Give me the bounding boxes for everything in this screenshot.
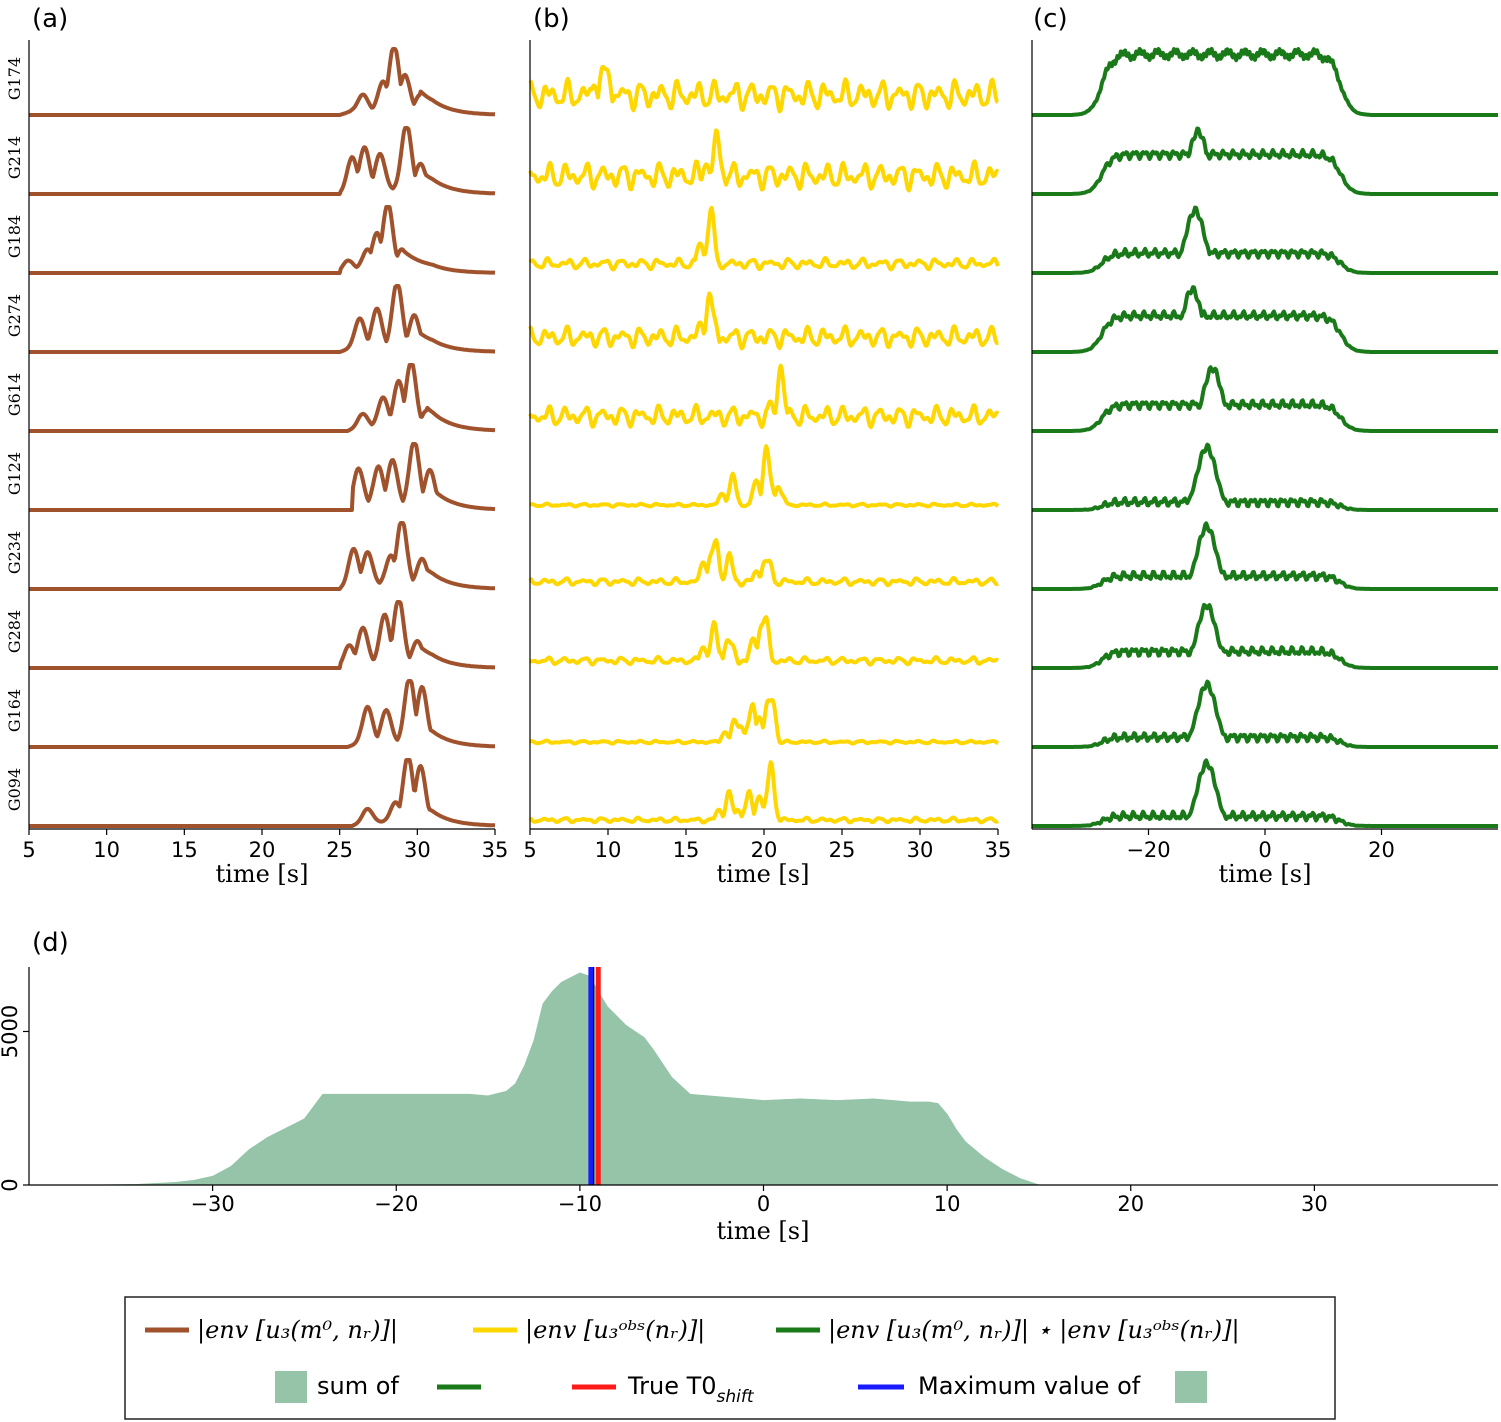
y-tick-label: 5000: [0, 1005, 22, 1058]
x-tick-label: 20: [751, 838, 778, 862]
x-tick-label: 15: [171, 838, 198, 862]
legend-fill-label: sum of: [317, 1372, 399, 1400]
legend-blue-swatch: [1175, 1371, 1207, 1403]
y-tick-label: 0: [0, 1178, 22, 1191]
trace-a-G124: [28, 442, 496, 512]
panel-label-b: (b): [533, 4, 570, 34]
station-label-G094: G094: [5, 768, 24, 811]
x-tick-label: 35: [482, 838, 509, 862]
legend-red-sub: shift: [717, 1387, 755, 1407]
x-tick-label: 15: [673, 838, 700, 862]
station-label-G234: G234: [5, 531, 24, 574]
trace-b-G214: [528, 128, 1000, 193]
panel-c-xlabel: time [s]: [1219, 860, 1312, 888]
x-tick-label: 5: [523, 838, 536, 862]
x-tick-label: −20: [374, 1192, 418, 1216]
x-tick-label: 30: [1301, 1192, 1328, 1216]
legend-frame: [124, 1296, 1336, 1420]
x-tick-label: 30: [907, 838, 934, 862]
x-tick-label: 20: [1117, 1192, 1144, 1216]
x-tick-label: −10: [558, 1192, 602, 1216]
station-label-G184: G184: [5, 215, 24, 258]
trace-c-G274: [1031, 285, 1499, 354]
sum-area: [102, 972, 1040, 1186]
station-label-G174: G174: [5, 57, 24, 100]
trace-b-G174: [528, 65, 999, 114]
trace-a-G094: [28, 758, 496, 828]
panel-d-sum-of-correlations: −30 −20 −10 0 10 20 30 0 5000: [0, 967, 1498, 1216]
trace-b-G614: [528, 363, 1000, 430]
legend-yellow-label: |env [u₃ᵒᵇˢ(nᵣ)]|: [525, 1316, 705, 1345]
panel-a-envelopes-synthetic: 5 10 15 20 25 30 35: [22, 40, 508, 862]
trace-a-G614: [28, 363, 496, 433]
trace-c-G184: [1031, 205, 1499, 275]
x-tick-label: 30: [404, 838, 431, 862]
x-tick-label: 0: [1258, 838, 1271, 862]
trace-c-G234: [1031, 521, 1499, 591]
x-tick-label: 25: [829, 838, 856, 862]
x-tick-label: 10: [93, 838, 120, 862]
station-label-G164: G164: [5, 689, 24, 732]
trace-a-G274: [28, 284, 496, 354]
panel-d-xlabel: time [s]: [717, 1217, 810, 1245]
station-label-G274: G274: [5, 294, 24, 337]
trace-a-G184: [28, 205, 496, 275]
trace-b-G284: [528, 615, 999, 667]
x-tick-label: 20: [1368, 838, 1395, 862]
panel-b-xlabel: time [s]: [717, 860, 810, 888]
trace-b-G094: [528, 760, 999, 825]
station-label-G214: G214: [5, 136, 24, 179]
trace-c-G614: [1031, 365, 1499, 433]
trace-b-G124: [529, 444, 1000, 509]
panel-label-d: (d): [32, 928, 69, 958]
trace-a-G284: [28, 600, 496, 670]
station-label-G614: G614: [5, 373, 24, 416]
panel-a-xlabel: time [s]: [216, 860, 309, 888]
panel-c-cross-correlations: −20 0 20: [1031, 40, 1499, 862]
station-label-G124: G124: [5, 452, 24, 495]
trace-a-G174: [28, 47, 496, 117]
trace-b-G234: [528, 538, 999, 588]
trace-c-G284: [1031, 602, 1499, 670]
x-tick-label: 20: [249, 838, 276, 862]
panel-label-c: (c): [1033, 4, 1068, 34]
panel-label-a: (a): [32, 4, 68, 34]
legend: |env [u₃(m⁰, nᵣ)]| |env [u₃ᵒᵇˢ(nᵣ)]| |en…: [124, 1296, 1336, 1420]
x-tick-label: 0: [757, 1192, 770, 1216]
legend-fill-swatch: [275, 1371, 307, 1403]
x-tick-label: 10: [595, 838, 622, 862]
legend-red-main: True T0: [627, 1372, 717, 1400]
trace-a-G234: [28, 521, 496, 591]
trace-b-G184: [528, 205, 1000, 272]
legend-green-label: |env [u₃(m⁰, nᵣ)]| ⋆ |env [u₃ᵒᵇˢ(nᵣ)]|: [828, 1316, 1240, 1345]
trace-c-G214: [1031, 126, 1499, 196]
station-label-G284: G284: [5, 610, 24, 653]
x-tick-label: 35: [985, 838, 1012, 862]
x-tick-label: −20: [1126, 838, 1170, 862]
x-tick-label: −30: [190, 1192, 234, 1216]
trace-b-G164: [529, 697, 1000, 746]
trace-c-G174: [1031, 47, 1499, 117]
x-tick-label: 5: [22, 838, 35, 862]
legend-red-label: True T0shift: [627, 1372, 755, 1407]
trace-c-G124: [1031, 442, 1499, 512]
station-labels: G174 G214 G184 G274 G614 G124 G234 G284 G164 G094: [5, 57, 24, 811]
x-tick-label: 10: [934, 1192, 961, 1216]
trace-c-G164: [1031, 679, 1499, 749]
trace-b-G274: [528, 291, 999, 351]
trace-a-G164: [28, 679, 496, 749]
legend-blue-label: Maximum value of: [918, 1372, 1141, 1400]
trace-a-G214: [28, 126, 496, 196]
legend-brown-label: |env [u₃(m⁰, nᵣ)]|: [197, 1316, 398, 1345]
trace-c-G094: [1031, 758, 1499, 828]
x-tick-label: 25: [326, 838, 353, 862]
panel-b-envelopes-observed: 5 10 15 20 25 30 35: [523, 40, 1011, 862]
